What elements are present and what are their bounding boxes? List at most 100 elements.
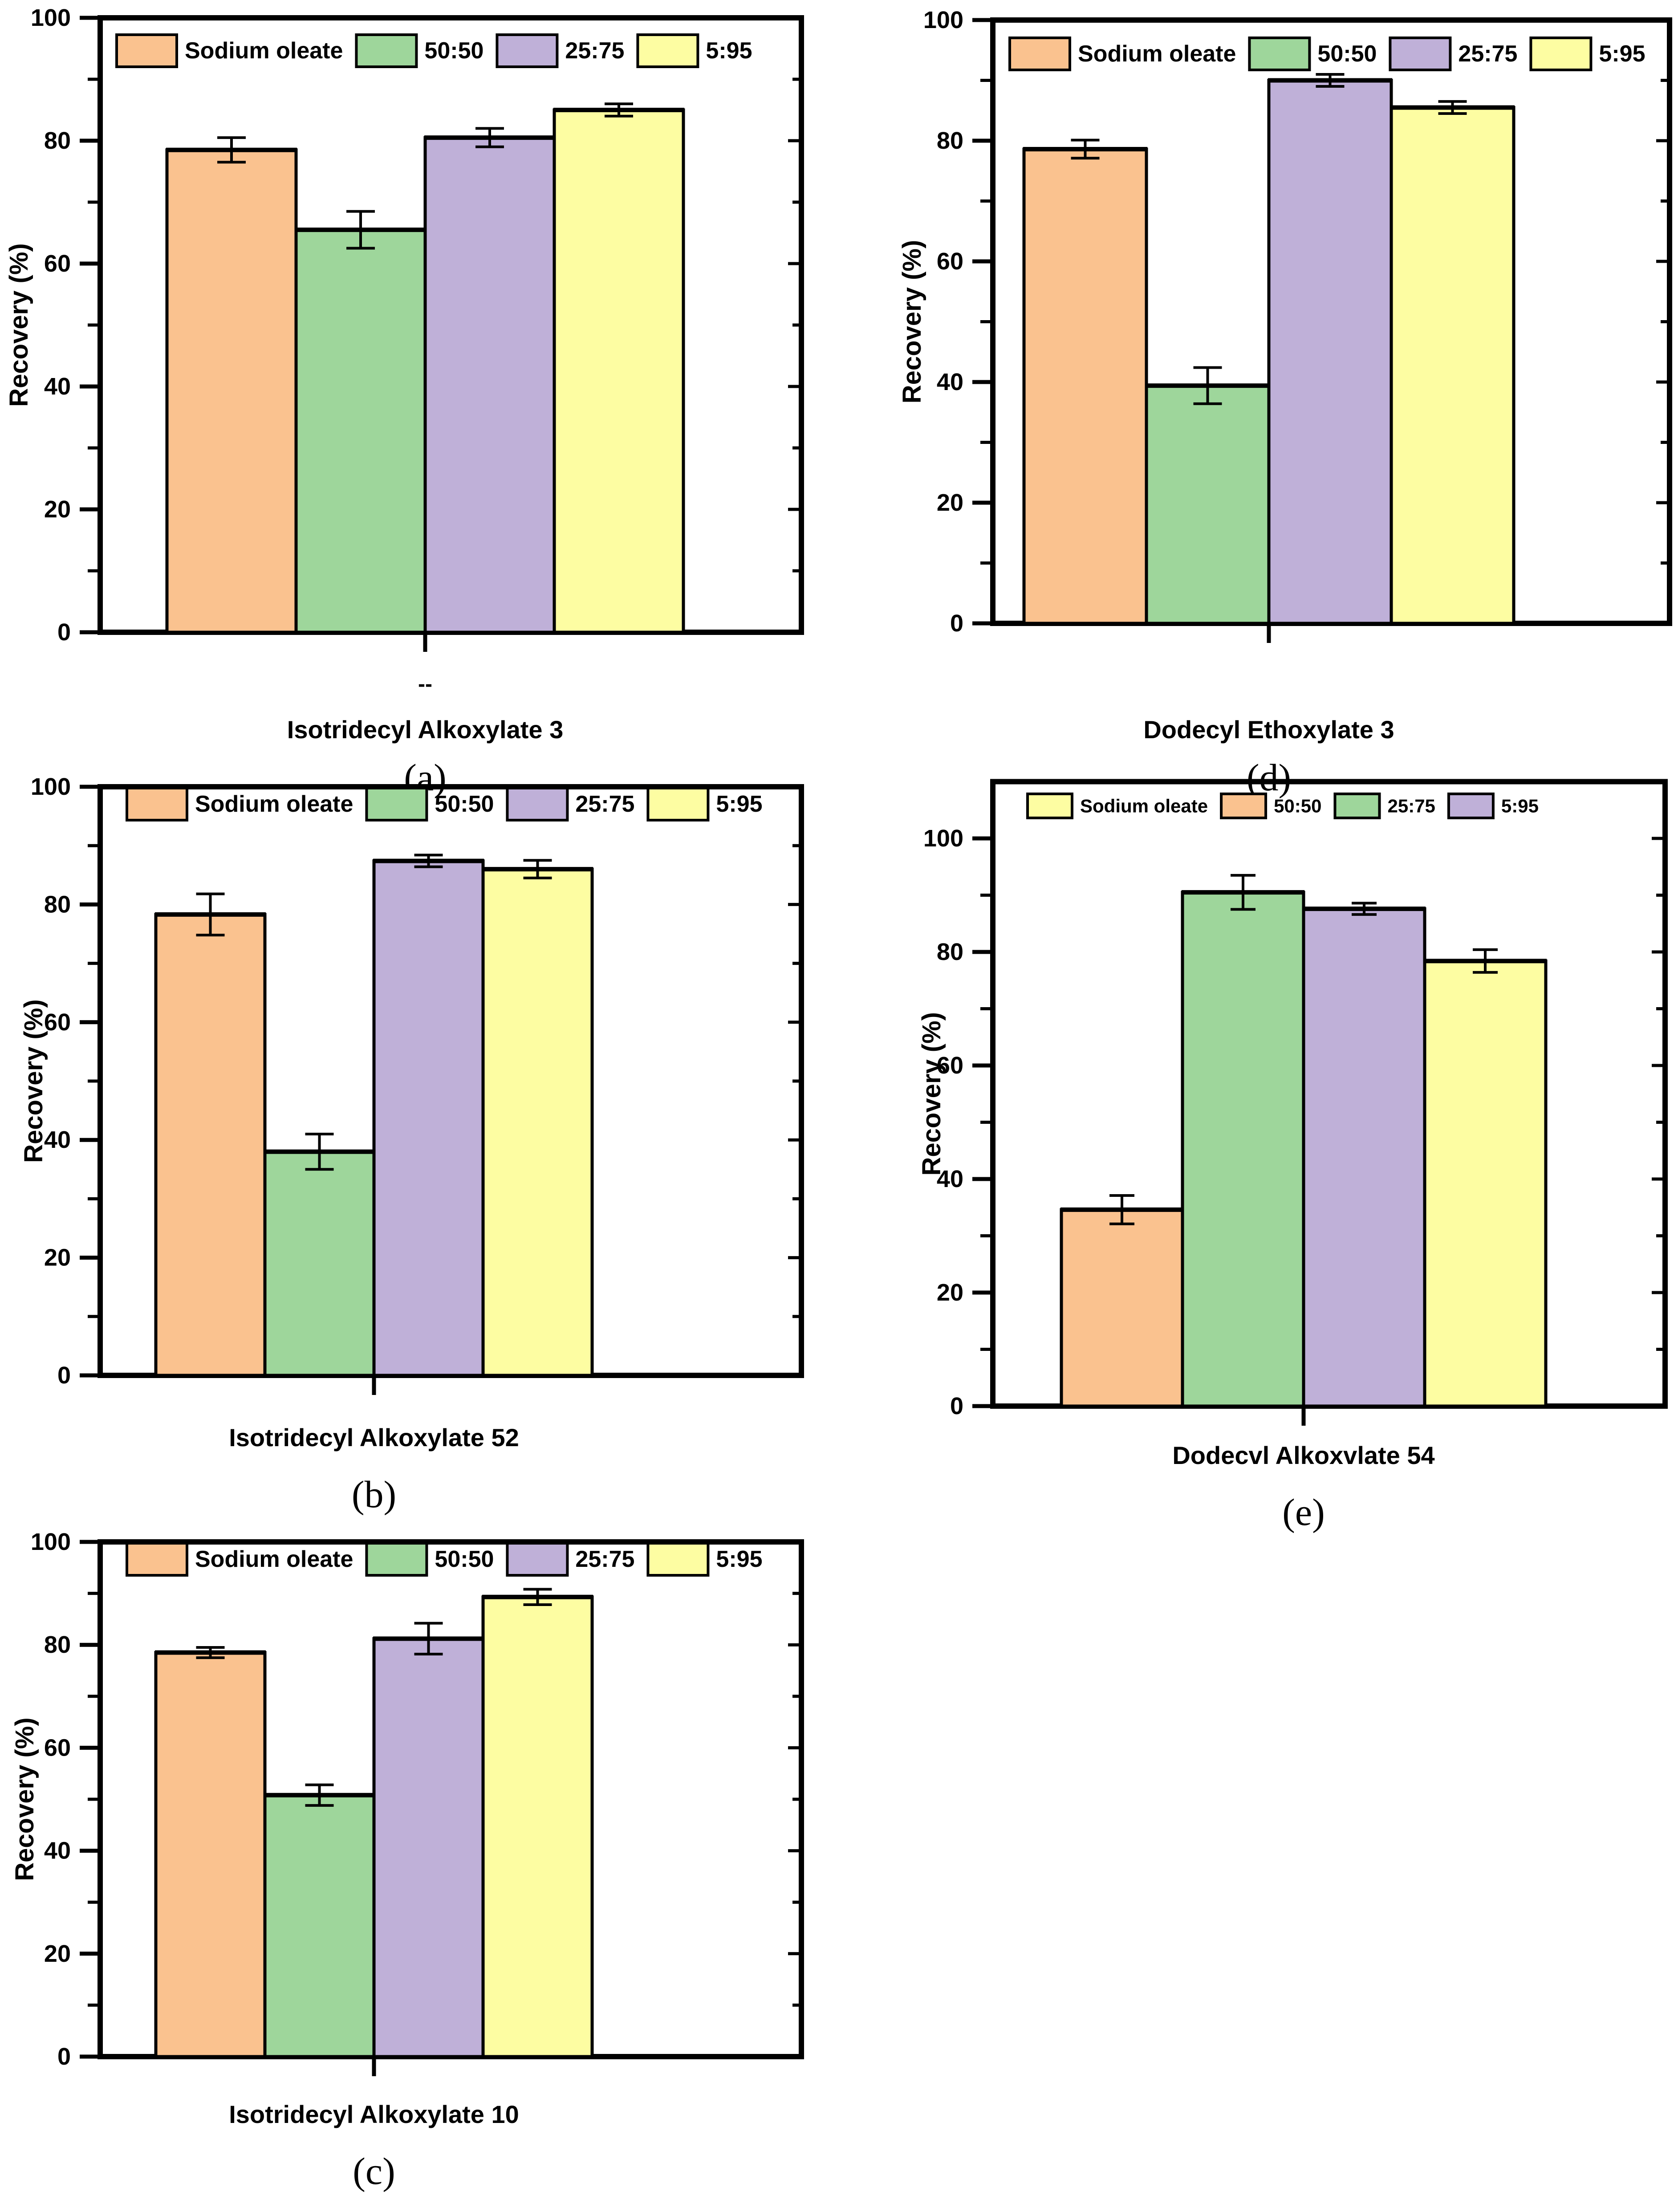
chart-c-legend-label-50-50: 50:50 [435, 1546, 494, 1572]
chart-e-legend-swatch-50-50 [1220, 793, 1268, 819]
chart-d-panel-label: (d) [1247, 756, 1291, 799]
chart-d-title: Dodecyl Ethoxylate 3 [1143, 716, 1394, 744]
chart-b-ylabel: Recovery (%) [19, 999, 48, 1163]
chart-a-legend-label-50-50: 50:50 [424, 38, 484, 64]
chart-b-legend-swatch-50-50 [365, 787, 428, 821]
chart-e-title: Dodecvl Alkoxvlate 54 [1172, 1441, 1434, 1469]
chart-a-bar-50-50 [294, 228, 427, 634]
chart-d-legend-swatch-sodium-oleate [1008, 37, 1071, 71]
chart-e-legend-swatch-5-95 [1447, 793, 1495, 819]
chart-d-legend-swatch-25-75 [1389, 37, 1452, 71]
chart-e-ytick-label-60: 60 [937, 1052, 963, 1079]
chart-b-legend-swatch-25-75 [506, 787, 569, 821]
chart-a-ytick-label-60: 60 [44, 250, 71, 277]
chart-a-legend-swatch-25-75 [496, 33, 559, 68]
chart-c-bar-5-95 [481, 1595, 594, 2058]
chart-d-legend-label-5-95: 5:95 [1599, 41, 1645, 67]
chart-a-ytick-label-40: 40 [44, 373, 71, 400]
chart-a-legend-swatch-50-50 [355, 33, 418, 68]
chart-c-ytick-label-60: 60 [44, 1734, 71, 1761]
chart-d-legend-label-25-75: 25:75 [1458, 41, 1517, 67]
chart-a-title: Isotridecyl Alkoxylate 3 [287, 716, 563, 744]
chart-b-legend-label-sodium-oleate: Sodium oleate [195, 791, 353, 817]
chart-d-legend-label-50-50: 50:50 [1317, 41, 1377, 67]
chart-d-ytick-label-0: 0 [950, 610, 963, 637]
chart-b-ytick-label-80: 80 [44, 891, 71, 918]
chart-e-ytick-label-40: 40 [937, 1166, 963, 1192]
chart-e-legend-label-50-50: 50:50 [1274, 796, 1321, 817]
chart-a-ytick-label-0: 0 [57, 619, 71, 646]
chart-d-legend-swatch-50-50 [1248, 37, 1311, 71]
chart-d-ytick-label-60: 60 [937, 248, 963, 275]
chart-b-title: Isotridecyl Alkoxylate 52 [229, 1423, 519, 1452]
chart-b-legend-swatch-sodium-oleate [126, 787, 188, 821]
chart-e-ytick-label-80: 80 [937, 939, 963, 965]
chart-e-bar-5-95 [1302, 907, 1426, 1408]
chart-e-legend-label-25-75: 25:75 [1387, 796, 1435, 817]
chart-a-bar-sodium-oleate [165, 148, 298, 634]
chart-e-ytick-label-0: 0 [950, 1393, 963, 1419]
chart-b-legend-label-25-75: 25:75 [575, 791, 634, 817]
chart-b-panel-label: (b) [352, 1473, 396, 1516]
chart-c-legend-swatch-5-95 [646, 1542, 710, 1577]
chart-b-ytick-label-40: 40 [44, 1126, 71, 1153]
chart-d-bar-5-95 [1390, 106, 1516, 625]
chart-a-ytick-label-20: 20 [44, 496, 71, 523]
chart-d-ytick-label-40: 40 [937, 369, 963, 395]
chart-d-ylabel: Recovery (%) [898, 240, 926, 403]
chart-c-title: Isotridecyl Alkoxylate 10 [229, 2100, 519, 2128]
chart-c-ytick-label-80: 80 [44, 1631, 71, 1658]
chart-c-legend-label-25-75: 25:75 [575, 1546, 634, 1572]
chart-b-bar-5-95 [481, 867, 594, 1377]
chart-c-bar-sodium-oleate [154, 1651, 267, 2058]
chart-c-ytick-label-40: 40 [44, 1838, 71, 1864]
chart-b-ytick-label-0: 0 [57, 1362, 71, 1389]
chart-e-legend-swatch-25-75 [1333, 793, 1381, 819]
chart-a-ytick-label-100: 100 [31, 4, 71, 31]
chart-a-ytick-label-80: 80 [44, 127, 71, 154]
chart-c-ytick-label-20: 20 [44, 1940, 71, 1967]
chart-a-bar-5-95 [553, 108, 685, 634]
chart-b-legend-swatch-5-95 [646, 787, 710, 821]
chart-b-ytick-label-20: 20 [44, 1244, 71, 1271]
chart-e-ytick-label-100: 100 [923, 825, 963, 852]
chart-c-panel-label: (c) [353, 2150, 395, 2192]
chart-c-legend-swatch-50-50 [365, 1542, 428, 1577]
chart-d-ytick-label-100: 100 [923, 7, 963, 33]
chart-d-bar-50-50 [1145, 384, 1271, 625]
chart-c-ytick-label-100: 100 [31, 1529, 71, 1555]
chart-c-legend-swatch-sodium-oleate [126, 1542, 188, 1577]
chart-d-legend-swatch-5-95 [1529, 37, 1593, 71]
chart-c-legend-label-sodium-oleate: Sodium oleate [195, 1546, 353, 1572]
chart-e-bar-50-50 [1060, 1208, 1184, 1408]
chart-c-ytick-label-0: 0 [57, 2043, 71, 2070]
chart-d-ytick-label-20: 20 [937, 489, 963, 516]
chart-e-bar-sodium-oleate [1423, 959, 1548, 1408]
chart-e-bar-25-75 [1181, 890, 1305, 1408]
chart-b-bar-25-75 [372, 859, 485, 1377]
chart-d-ytick-label-80: 80 [937, 127, 963, 154]
chart-c-ylabel: Recovery (%) [10, 1717, 39, 1881]
chart-b-legend-label-50-50: 50:50 [435, 791, 494, 817]
chart-b-ytick-label-60: 60 [44, 1009, 71, 1036]
chart-e-legend-swatch-sodium-oleate [1026, 793, 1073, 819]
chart-a-legend-label-25-75: 25:75 [565, 38, 624, 64]
chart-e-legend-label-sodium-oleate: Sodium oleate [1080, 796, 1208, 817]
chart-c-legend-swatch-25-75 [506, 1542, 569, 1577]
chart-a-legend-label-sodium-oleate: Sodium oleate [185, 38, 343, 64]
chart-a-xtick-label: -- [418, 672, 432, 696]
chart-c-legend-label-5-95: 5:95 [716, 1546, 762, 1572]
chart-b-bar-sodium-oleate [154, 913, 267, 1377]
chart-e-ytick-label-20: 20 [937, 1279, 963, 1306]
chart-d-bar-25-75 [1267, 79, 1393, 625]
chart-d-bar-sodium-oleate [1022, 147, 1148, 625]
chart-a-legend-swatch-sodium-oleate [115, 33, 178, 68]
chart-e-panel-label: (e) [1282, 1491, 1325, 1533]
chart-a-legend-swatch-5-95 [636, 33, 699, 68]
chart-a-bar-25-75 [423, 136, 556, 634]
chart-b-bar-50-50 [263, 1150, 376, 1377]
chart-d-legend-label-sodium-oleate: Sodium oleate [1078, 41, 1236, 67]
chart-b-legend-label-5-95: 5:95 [716, 791, 762, 817]
chart-e-legend-label-5-95: 5:95 [1501, 796, 1539, 817]
